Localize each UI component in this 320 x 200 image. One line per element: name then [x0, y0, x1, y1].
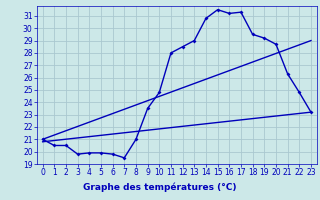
Text: Graphe des températures (°C): Graphe des températures (°C)	[83, 182, 237, 192]
